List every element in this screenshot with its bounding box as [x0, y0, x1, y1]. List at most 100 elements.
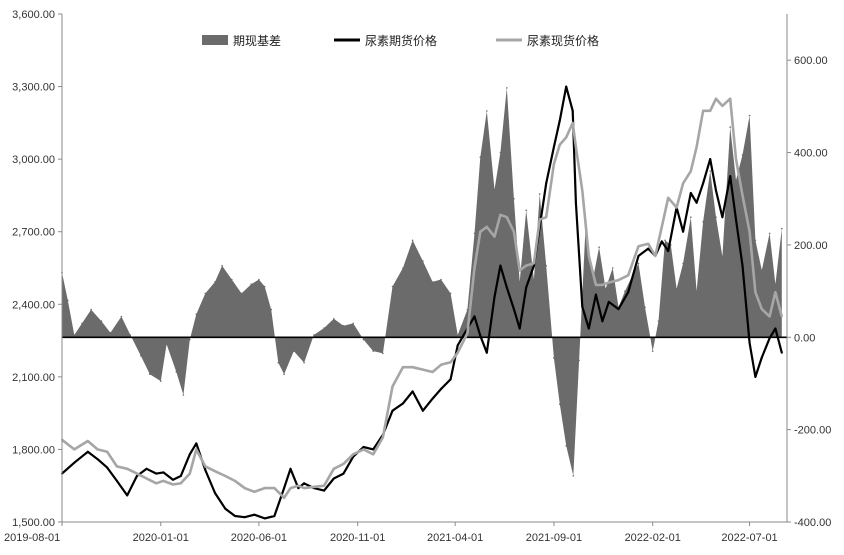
futures-price-point: [456, 344, 459, 347]
spot-price-point: [499, 213, 502, 216]
futures-price-point: [499, 264, 502, 267]
legend-label: 尿素期货价格: [365, 33, 437, 48]
spot-price-point: [505, 216, 508, 219]
spot-price-point: [135, 472, 138, 475]
basis-area: [62, 87, 782, 476]
spot-price-point: [411, 366, 414, 369]
x-axis-tick-label: 2020-01-01: [133, 532, 189, 544]
futures-price-point: [273, 515, 276, 517]
futures-price-point: [545, 182, 548, 185]
futures-price-point: [214, 492, 216, 494]
spot-price-point: [323, 484, 326, 487]
futures-price-point: [155, 472, 158, 475]
futures-price-point: [332, 477, 335, 480]
futures-price-point: [234, 515, 236, 517]
futures-price-point: [362, 446, 365, 448]
spot-price-point: [780, 315, 783, 318]
left-axis-tick-label: 2,700.00: [12, 227, 55, 239]
spot-price-point: [115, 465, 118, 468]
spot-price-point: [715, 97, 717, 100]
spot-price-point: [729, 97, 732, 100]
futures-price-point: [188, 453, 191, 456]
basis-point: [675, 288, 678, 290]
basis-point: [466, 308, 469, 311]
spot-price-point: [675, 206, 678, 209]
spot-price-point: [106, 450, 109, 453]
basis-point: [644, 306, 646, 309]
futures-price-point: [224, 507, 227, 510]
futures-price-point: [660, 240, 663, 243]
legend: 期现基差 尿素期货价格 尿素现货价格: [202, 33, 599, 48]
futures-price-point: [440, 388, 442, 390]
left-axis-tick-label: 1,800.00: [12, 444, 55, 456]
futures-price-point: [748, 342, 751, 344]
spot-price-point: [702, 109, 705, 112]
futures-price-point: [617, 308, 620, 311]
futures-price-point: [297, 487, 300, 490]
futures-price-point: [587, 327, 590, 330]
futures-price-point: [73, 461, 76, 464]
basis-point: [774, 283, 777, 286]
futures-price-point: [512, 308, 515, 311]
left-axis-tick-label: 3,600.00: [12, 9, 55, 21]
left-axis-tick-label: 2,100.00: [12, 372, 55, 384]
spot-price-point: [601, 283, 604, 286]
futures-price-point: [485, 351, 488, 354]
spot-price-point: [479, 230, 482, 233]
basis-point: [81, 322, 83, 325]
basis-point: [525, 209, 527, 212]
futures-price-point: [289, 467, 292, 470]
spot-price-point: [273, 487, 276, 490]
spot-price-point: [253, 490, 256, 493]
basis-point: [741, 154, 744, 156]
basis-point: [411, 239, 414, 242]
basis-point: [283, 373, 285, 376]
futures-price-point: [145, 467, 148, 470]
basis-point: [506, 87, 508, 89]
spot-price-point: [214, 470, 216, 473]
futures-price-point: [135, 475, 138, 477]
left-axis-tick-label: 3,300.00: [12, 82, 55, 94]
spot-price-point: [263, 487, 266, 490]
basis-point: [240, 292, 243, 295]
spot-price-point: [518, 269, 521, 272]
spot-price-point: [709, 109, 712, 112]
futures-price-point: [607, 300, 610, 303]
basis-point: [499, 151, 502, 154]
futures-price-point: [421, 409, 424, 412]
spot-price-point: [449, 361, 452, 364]
spot-price-point: [188, 472, 191, 475]
spot-price-point: [224, 475, 227, 477]
spot-price-point: [456, 351, 459, 354]
basis-point: [195, 313, 198, 316]
basis-point: [657, 320, 660, 322]
futures-price-point: [689, 192, 692, 194]
futures-price-point: [702, 182, 705, 185]
futures-price-point: [179, 475, 182, 477]
futures-price-point: [449, 378, 452, 381]
spot-price-point: [234, 479, 236, 482]
basis-point: [160, 380, 162, 382]
basis-point: [73, 334, 76, 336]
futures-price-point: [303, 482, 306, 485]
futures-price-point: [401, 402, 404, 405]
basis-point: [231, 278, 233, 281]
spot-price-point: [86, 440, 89, 442]
basis-point: [598, 246, 600, 248]
spot-price-point: [172, 483, 174, 486]
spot-price-point: [594, 283, 597, 286]
right-axis-tick-label: 400.00: [794, 148, 828, 160]
basis-point: [702, 221, 704, 223]
basis-point: [682, 262, 684, 265]
futures-price-point: [115, 479, 118, 482]
basis-point: [651, 350, 654, 352]
futures-price-point: [518, 327, 521, 330]
basis-point: [189, 338, 191, 341]
spot-price-point: [485, 225, 488, 228]
basis-point: [637, 262, 640, 265]
spot-price-point: [587, 254, 590, 257]
spot-price-point: [204, 465, 207, 468]
futures-price-point: [774, 327, 777, 330]
futures-price-point: [729, 175, 732, 178]
spot-price-point: [647, 242, 650, 245]
